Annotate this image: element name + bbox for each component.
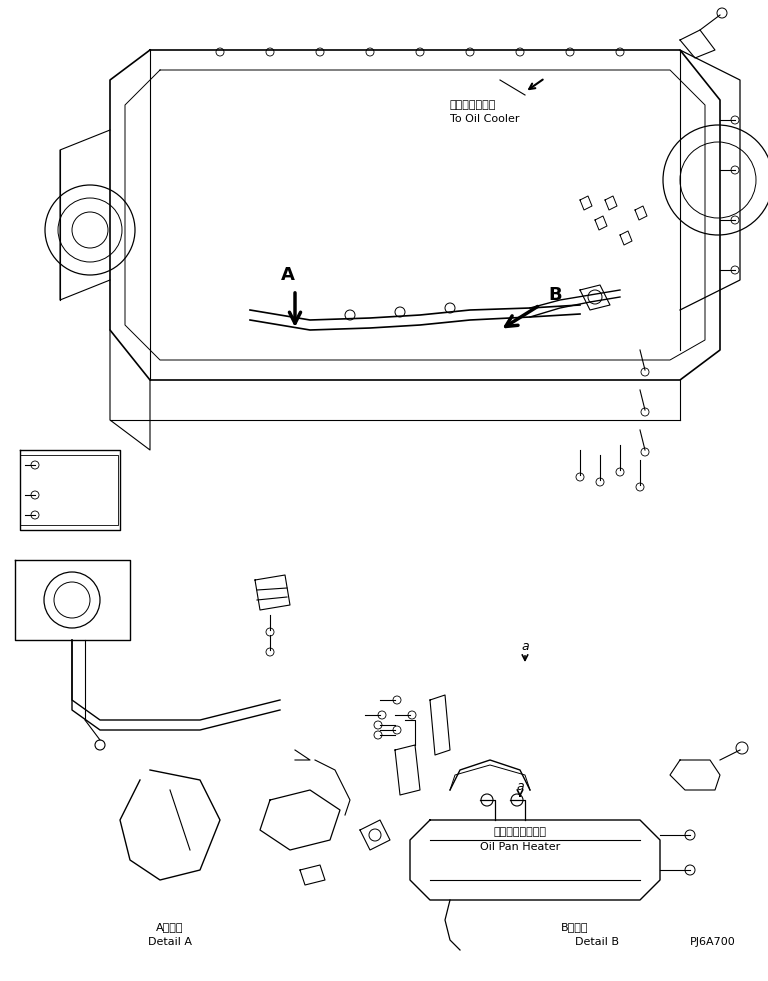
Circle shape xyxy=(636,483,644,491)
Circle shape xyxy=(408,711,416,719)
Text: オイルパンヒータ: オイルパンヒータ xyxy=(494,827,547,837)
Text: A: A xyxy=(281,266,295,284)
Circle shape xyxy=(736,742,748,754)
Circle shape xyxy=(366,48,374,56)
Text: オイルクーラヘ: オイルクーラヘ xyxy=(450,100,496,110)
Circle shape xyxy=(731,166,739,174)
Circle shape xyxy=(378,711,386,719)
Circle shape xyxy=(369,829,381,841)
Text: B　詳細: B 詳細 xyxy=(561,922,589,932)
Circle shape xyxy=(466,48,474,56)
Text: A　詳細: A 詳細 xyxy=(156,922,184,932)
Text: PJ6A700: PJ6A700 xyxy=(690,937,736,947)
Circle shape xyxy=(641,448,649,456)
Text: a: a xyxy=(521,640,529,653)
Circle shape xyxy=(511,794,523,806)
Circle shape xyxy=(266,628,274,636)
Circle shape xyxy=(516,48,524,56)
Circle shape xyxy=(685,865,695,875)
Circle shape xyxy=(566,48,574,56)
Circle shape xyxy=(374,731,382,739)
Circle shape xyxy=(31,491,39,499)
Circle shape xyxy=(393,696,401,704)
Circle shape xyxy=(266,48,274,56)
Circle shape xyxy=(717,8,727,18)
Circle shape xyxy=(616,468,624,476)
Circle shape xyxy=(31,511,39,519)
Circle shape xyxy=(481,794,493,806)
Text: a: a xyxy=(516,780,524,793)
Circle shape xyxy=(316,48,324,56)
Text: To Oil Cooler: To Oil Cooler xyxy=(450,114,519,124)
Circle shape xyxy=(31,461,39,469)
Circle shape xyxy=(576,473,584,481)
Text: Detail A: Detail A xyxy=(148,937,192,947)
Circle shape xyxy=(641,368,649,376)
Circle shape xyxy=(393,726,401,734)
Text: B: B xyxy=(548,286,561,304)
Circle shape xyxy=(216,48,224,56)
Text: Detail B: Detail B xyxy=(575,937,619,947)
Circle shape xyxy=(266,648,274,656)
Text: Oil Pan Heater: Oil Pan Heater xyxy=(480,842,560,852)
Circle shape xyxy=(685,830,695,840)
Circle shape xyxy=(731,116,739,124)
Circle shape xyxy=(616,48,624,56)
Circle shape xyxy=(731,266,739,274)
Circle shape xyxy=(731,216,739,224)
Circle shape xyxy=(641,408,649,416)
Circle shape xyxy=(416,48,424,56)
Circle shape xyxy=(596,478,604,486)
Circle shape xyxy=(374,721,382,729)
